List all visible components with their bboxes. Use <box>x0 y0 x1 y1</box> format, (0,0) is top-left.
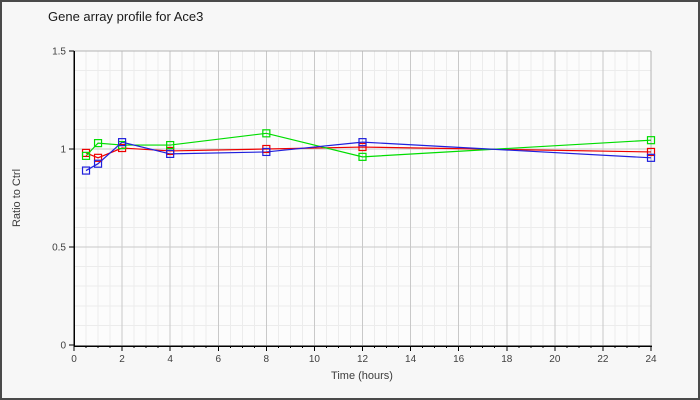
y-tick-label: 0 <box>60 341 66 352</box>
x-tick-label: 16 <box>453 354 465 365</box>
y-axis-label: Ratio to Ctrl <box>11 168 23 228</box>
data-point-marker-red <box>93 153 103 162</box>
data-point-marker-red <box>358 142 367 152</box>
x-tick-label: 24 <box>645 354 657 365</box>
x-tick-label: 6 <box>215 354 221 365</box>
data-point-marker-green <box>358 152 367 161</box>
x-tick-label: 12 <box>357 354 369 365</box>
data-point-marker-blue <box>93 159 103 168</box>
x-tick-label: 2 <box>119 354 125 365</box>
x-tick-label: 20 <box>549 354 561 365</box>
x-tick-label: 14 <box>405 354 417 365</box>
data-point-marker-blue <box>262 147 271 157</box>
x-axis-label: Time (hours) <box>331 370 393 382</box>
data-point-marker-green <box>166 140 175 150</box>
data-point-marker-blue <box>646 153 656 162</box>
y-tick-label: 1.5 <box>52 47 66 58</box>
data-point-marker-green <box>81 151 91 160</box>
x-tick-label: 0 <box>71 354 77 365</box>
data-point-marker-green <box>646 136 656 145</box>
chart-title: Gene array profile for Ace3 <box>48 9 204 24</box>
x-tick-label: 10 <box>309 354 321 365</box>
data-point-marker-green <box>93 139 103 148</box>
y-tick-label: 1 <box>60 145 66 156</box>
data-point-marker-green <box>262 129 271 138</box>
data-point-marker-blue <box>117 138 127 147</box>
x-tick-label: 18 <box>501 354 513 365</box>
y-tick-label: 0.5 <box>52 243 66 254</box>
x-tick-label: 4 <box>167 354 173 365</box>
data-point-marker-blue <box>81 166 91 175</box>
data-point-marker-red <box>646 147 656 157</box>
x-tick-label: 8 <box>264 354 270 365</box>
series-line-green <box>85 132 652 158</box>
x-tick-label: 22 <box>597 354 609 365</box>
data-point-marker-blue <box>166 149 175 158</box>
data-point-marker-blue <box>358 138 367 147</box>
